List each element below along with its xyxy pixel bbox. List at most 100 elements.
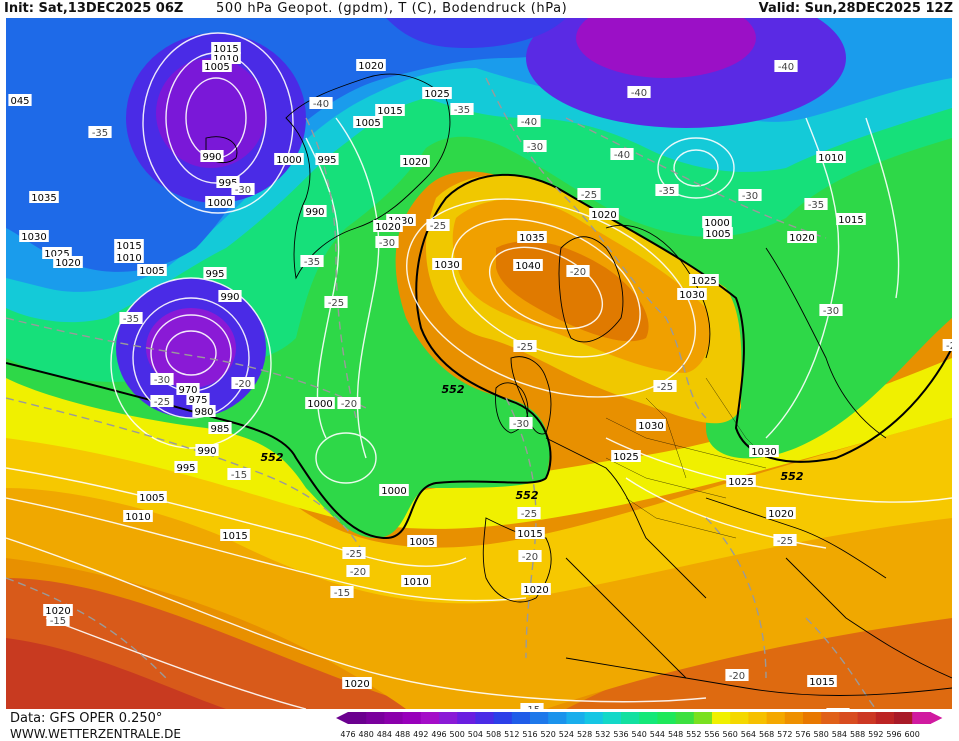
temperature-label: -35	[804, 198, 828, 211]
pressure-label-text: 1020	[789, 233, 814, 244]
scale-swatch	[803, 712, 822, 724]
pressure-label: 045	[8, 94, 32, 107]
pressure-label-text: 1005	[355, 118, 380, 129]
pressure-label-text: 1020	[375, 222, 400, 233]
pressure-label-box	[203, 267, 227, 279]
pressure-label-box	[211, 42, 241, 54]
weather-map: 1015 1010 1005 1020 1025 1015 1005 990 1000 995 10…	[6, 18, 952, 709]
pressure-label-box	[43, 604, 73, 616]
temperature-label: -25	[577, 188, 601, 201]
pressure-label-box	[315, 153, 339, 165]
pressure-label: 1025	[611, 450, 641, 463]
temperature-label-text: -35	[808, 200, 824, 211]
temperature-label-box	[88, 126, 112, 138]
temperature-label-text: -35	[123, 314, 139, 325]
pressure-label: 1005	[137, 264, 167, 277]
temperature-label-text: -2	[946, 341, 952, 352]
pressure-label-box	[636, 419, 666, 431]
scale-label: 592	[868, 730, 883, 739]
field-556	[6, 358, 952, 529]
contour-label-text: 552	[516, 489, 539, 502]
pressure-label: 995	[315, 153, 339, 166]
pressure-label: 1000	[702, 216, 732, 229]
scale-label: 516	[522, 730, 537, 739]
scale-swatch	[857, 712, 877, 724]
pressure-label: 1020	[766, 507, 796, 520]
pressure-label: 1015	[114, 239, 144, 252]
scale-swatch	[475, 712, 495, 724]
pressure-label-box	[220, 529, 250, 541]
temperature-label-box	[653, 380, 677, 392]
scale-swatch	[511, 712, 531, 724]
temperature-label-box	[942, 339, 952, 351]
scale-label: 576	[795, 730, 810, 739]
temperature-label-text: -20	[235, 379, 251, 390]
temperature-label-box	[819, 304, 843, 316]
pressure-label-box	[749, 445, 779, 457]
pressure-label-box	[123, 510, 153, 522]
pressure-label-box	[517, 231, 547, 243]
scale-swatch	[493, 712, 513, 724]
temperature-label-box	[774, 60, 798, 72]
scale-swatch	[530, 712, 549, 724]
pressure-label-text: 1015	[517, 529, 542, 540]
pressure-label: 1010	[816, 151, 846, 164]
pressure-label-box	[816, 151, 846, 163]
pressure-label: 1020	[342, 677, 372, 690]
scale-label: 500	[450, 730, 465, 739]
temperature-label-text: -20	[350, 567, 366, 578]
temperature-label-box	[426, 219, 450, 231]
pressure-label-box	[521, 583, 551, 595]
pressure-label-text: 1010	[818, 153, 843, 164]
temperature-label-box	[150, 395, 174, 407]
pressure-label-box	[373, 220, 403, 232]
temperature-label-box	[231, 377, 255, 389]
temperature-label-text: -40	[313, 99, 329, 110]
pressure-label-text: 980	[194, 407, 213, 418]
pressure-label-box	[766, 507, 796, 519]
scale-swatch	[875, 712, 895, 724]
pressure-label-text: 990	[202, 152, 221, 163]
scale-swatch	[402, 712, 422, 724]
temperature-label-text: -30	[235, 185, 251, 196]
scale-swatch	[566, 712, 586, 724]
hot-field-southwest	[6, 638, 226, 709]
pressure-label-box	[703, 227, 733, 239]
scale-swatch	[784, 712, 804, 724]
scale-label: 564	[741, 730, 756, 739]
scale-swatch	[657, 712, 677, 724]
scale-arrow-left	[336, 712, 348, 724]
pressure-label-text: 1020	[55, 258, 80, 269]
temperature-label-text: -20	[570, 267, 586, 278]
temperature-label: -20	[566, 265, 590, 278]
temperature-label-text: -25	[328, 298, 344, 309]
temperature-label: -30	[375, 236, 399, 249]
pressure-label-text: 990	[305, 207, 324, 218]
pressure-label-box	[8, 94, 32, 106]
temperature-label-text: -35	[304, 257, 320, 268]
temperature-label-box	[517, 115, 541, 127]
website: WWW.WETTERZENTRALE.DE	[10, 727, 181, 741]
scale-label: 568	[759, 730, 774, 739]
temperature-label-text: -20	[522, 552, 538, 563]
temperature-label-text: -30	[527, 142, 543, 153]
pressure-label-box	[356, 59, 386, 71]
isotherms	[6, 77, 877, 709]
pressure-label-text: 990	[220, 292, 239, 303]
temperature-label-box	[517, 507, 541, 519]
temperature-label: -25	[324, 296, 348, 309]
scale-label: 600	[905, 730, 920, 739]
pressure-label-box	[401, 575, 431, 587]
contour-552-labels: 552 552 552 552	[261, 383, 804, 502]
scale-label: 552	[686, 730, 701, 739]
pressure-label-box	[836, 213, 866, 225]
temperature-label-box	[330, 586, 354, 598]
scale-label: 504	[468, 730, 483, 739]
temperature-label-box	[509, 417, 533, 429]
temperature-label: -30	[150, 373, 174, 386]
pressure-label: 1030	[749, 445, 779, 458]
scale-label: 588	[850, 730, 865, 739]
scale-swatch	[766, 712, 786, 724]
pressure-label-box	[19, 230, 49, 242]
temperature-labels: -35 -40 -35 -40 -30 -40 -40 -40 -35 -30 -35 -30 -25 -…	[46, 60, 952, 709]
